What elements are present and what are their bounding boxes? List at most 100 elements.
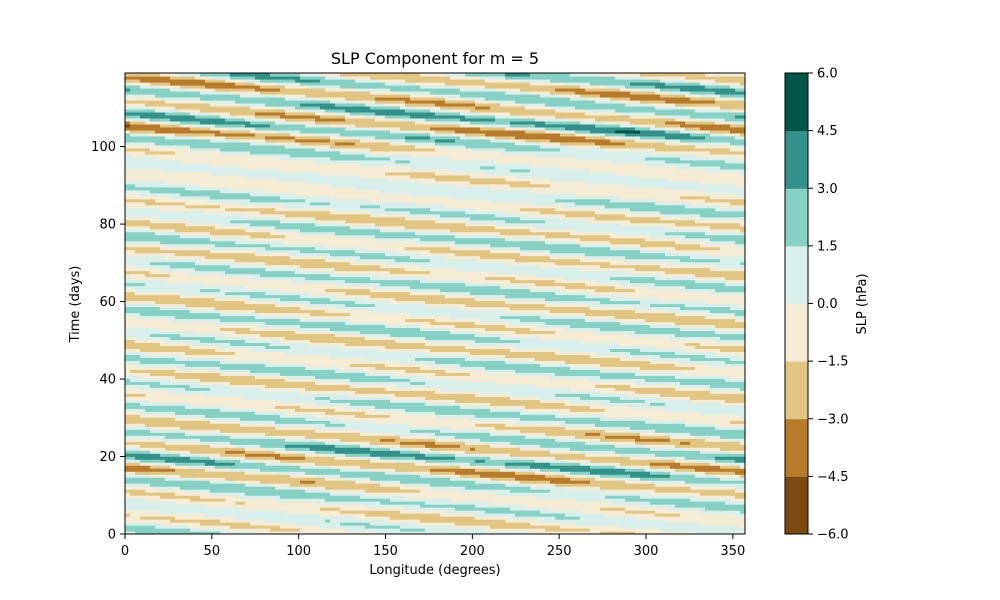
heatmap-cell bbox=[450, 513, 456, 517]
heatmap-cell bbox=[595, 492, 601, 496]
heatmap-cell bbox=[705, 489, 711, 493]
heatmap-cell bbox=[545, 483, 551, 487]
heatmap-field bbox=[125, 73, 745, 534]
heatmap-cell bbox=[465, 486, 471, 490]
heatmap-cell bbox=[475, 528, 481, 532]
heatmap-cell bbox=[410, 531, 416, 534]
heatmap-cell bbox=[365, 507, 371, 511]
heatmap-cell bbox=[645, 519, 651, 523]
heatmap-cell bbox=[265, 489, 271, 493]
heatmap-cell bbox=[630, 504, 636, 508]
heatmap-cell bbox=[300, 483, 306, 487]
heatmap-cell bbox=[440, 507, 446, 511]
heatmap-cell bbox=[185, 480, 191, 484]
heatmap-cell bbox=[525, 498, 531, 502]
heatmap-cell bbox=[195, 501, 201, 505]
heatmap-cell bbox=[465, 531, 471, 534]
heatmap-cell bbox=[420, 519, 426, 523]
heatmap-cell bbox=[320, 510, 326, 514]
heatmap-cell bbox=[325, 525, 331, 529]
heatmap-cell bbox=[605, 516, 611, 520]
heatmap-cell bbox=[540, 492, 546, 496]
heatmap-cell bbox=[305, 507, 311, 511]
heatmap-cell bbox=[415, 525, 421, 529]
heatmap-cell bbox=[580, 510, 586, 514]
heatmap-cell bbox=[185, 510, 191, 514]
heatmap-cell bbox=[510, 531, 516, 534]
heatmap-cell bbox=[255, 516, 261, 520]
heatmap-cell bbox=[380, 525, 386, 529]
heatmap-cell bbox=[410, 507, 416, 511]
heatmap-cell bbox=[365, 501, 371, 505]
heatmap-cell bbox=[385, 507, 391, 511]
heatmap-cell bbox=[265, 492, 271, 496]
heatmap-cell bbox=[480, 498, 486, 502]
heatmap-cell bbox=[265, 513, 271, 517]
heatmap-cell bbox=[735, 507, 741, 511]
heatmap-cell bbox=[135, 489, 141, 493]
heatmap-cell bbox=[390, 480, 396, 484]
heatmap-cell bbox=[405, 489, 411, 493]
heatmap-cell bbox=[240, 483, 246, 487]
heatmap-cell bbox=[315, 528, 321, 532]
heatmap-cell bbox=[265, 507, 271, 511]
heatmap-cell bbox=[575, 525, 581, 529]
heatmap-cell bbox=[280, 516, 286, 520]
heatmap-cell bbox=[580, 528, 586, 532]
heatmap-cell bbox=[630, 486, 636, 490]
heatmap-cell bbox=[425, 525, 431, 529]
heatmap-cell bbox=[725, 501, 731, 505]
heatmap-cell bbox=[425, 507, 431, 511]
heatmap-cell bbox=[220, 495, 226, 499]
heatmap-cell bbox=[665, 516, 671, 520]
heatmap-cell bbox=[445, 516, 451, 520]
heatmap-cell bbox=[640, 504, 646, 508]
heatmap-cell bbox=[145, 504, 151, 508]
heatmap-cell bbox=[710, 528, 716, 532]
heatmap-cell bbox=[400, 513, 406, 517]
heatmap-cell bbox=[410, 489, 416, 493]
heatmap-cell bbox=[230, 507, 236, 511]
heatmap-cell bbox=[340, 528, 346, 532]
heatmap-cell bbox=[735, 498, 741, 502]
heatmap-cell bbox=[580, 504, 586, 508]
heatmap-cell bbox=[585, 513, 591, 517]
heatmap-cell bbox=[305, 498, 311, 502]
heatmap-cell bbox=[160, 492, 166, 496]
heatmap-cell bbox=[190, 480, 196, 484]
heatmap-cell bbox=[130, 483, 136, 487]
heatmap-cell bbox=[710, 510, 716, 514]
heatmap-cell bbox=[675, 495, 681, 499]
heatmap-cell bbox=[415, 513, 421, 517]
heatmap-cell bbox=[395, 507, 401, 511]
heatmap-cell bbox=[300, 507, 306, 511]
heatmap-cell bbox=[160, 501, 166, 505]
heatmap-cell bbox=[655, 492, 661, 496]
heatmap-cell bbox=[325, 522, 331, 526]
heatmap-cell bbox=[285, 498, 291, 502]
heatmap-cell bbox=[550, 528, 556, 532]
heatmap-cell bbox=[415, 510, 421, 514]
heatmap-cell bbox=[650, 501, 656, 505]
heatmap-cell bbox=[620, 525, 626, 529]
heatmap-cell bbox=[185, 504, 191, 508]
heatmap-cell bbox=[415, 504, 421, 508]
heatmap-cell bbox=[725, 516, 731, 520]
heatmap-cell bbox=[505, 483, 511, 487]
heatmap-cell bbox=[405, 480, 411, 484]
heatmap-cell bbox=[540, 507, 546, 511]
heatmap-cell bbox=[330, 513, 336, 517]
heatmap-cell bbox=[605, 528, 611, 532]
heatmap-cell bbox=[290, 486, 296, 490]
heatmap-cell bbox=[410, 501, 416, 505]
heatmap-cell bbox=[475, 504, 481, 508]
heatmap-cell bbox=[190, 504, 196, 508]
heatmap-cell bbox=[215, 519, 221, 523]
heatmap-cell bbox=[220, 483, 226, 487]
heatmap-cell bbox=[695, 483, 701, 487]
heatmap-cell bbox=[250, 522, 256, 526]
heatmap-cell bbox=[735, 489, 741, 493]
heatmap-cell bbox=[250, 528, 256, 532]
heatmap-cell bbox=[535, 486, 541, 490]
